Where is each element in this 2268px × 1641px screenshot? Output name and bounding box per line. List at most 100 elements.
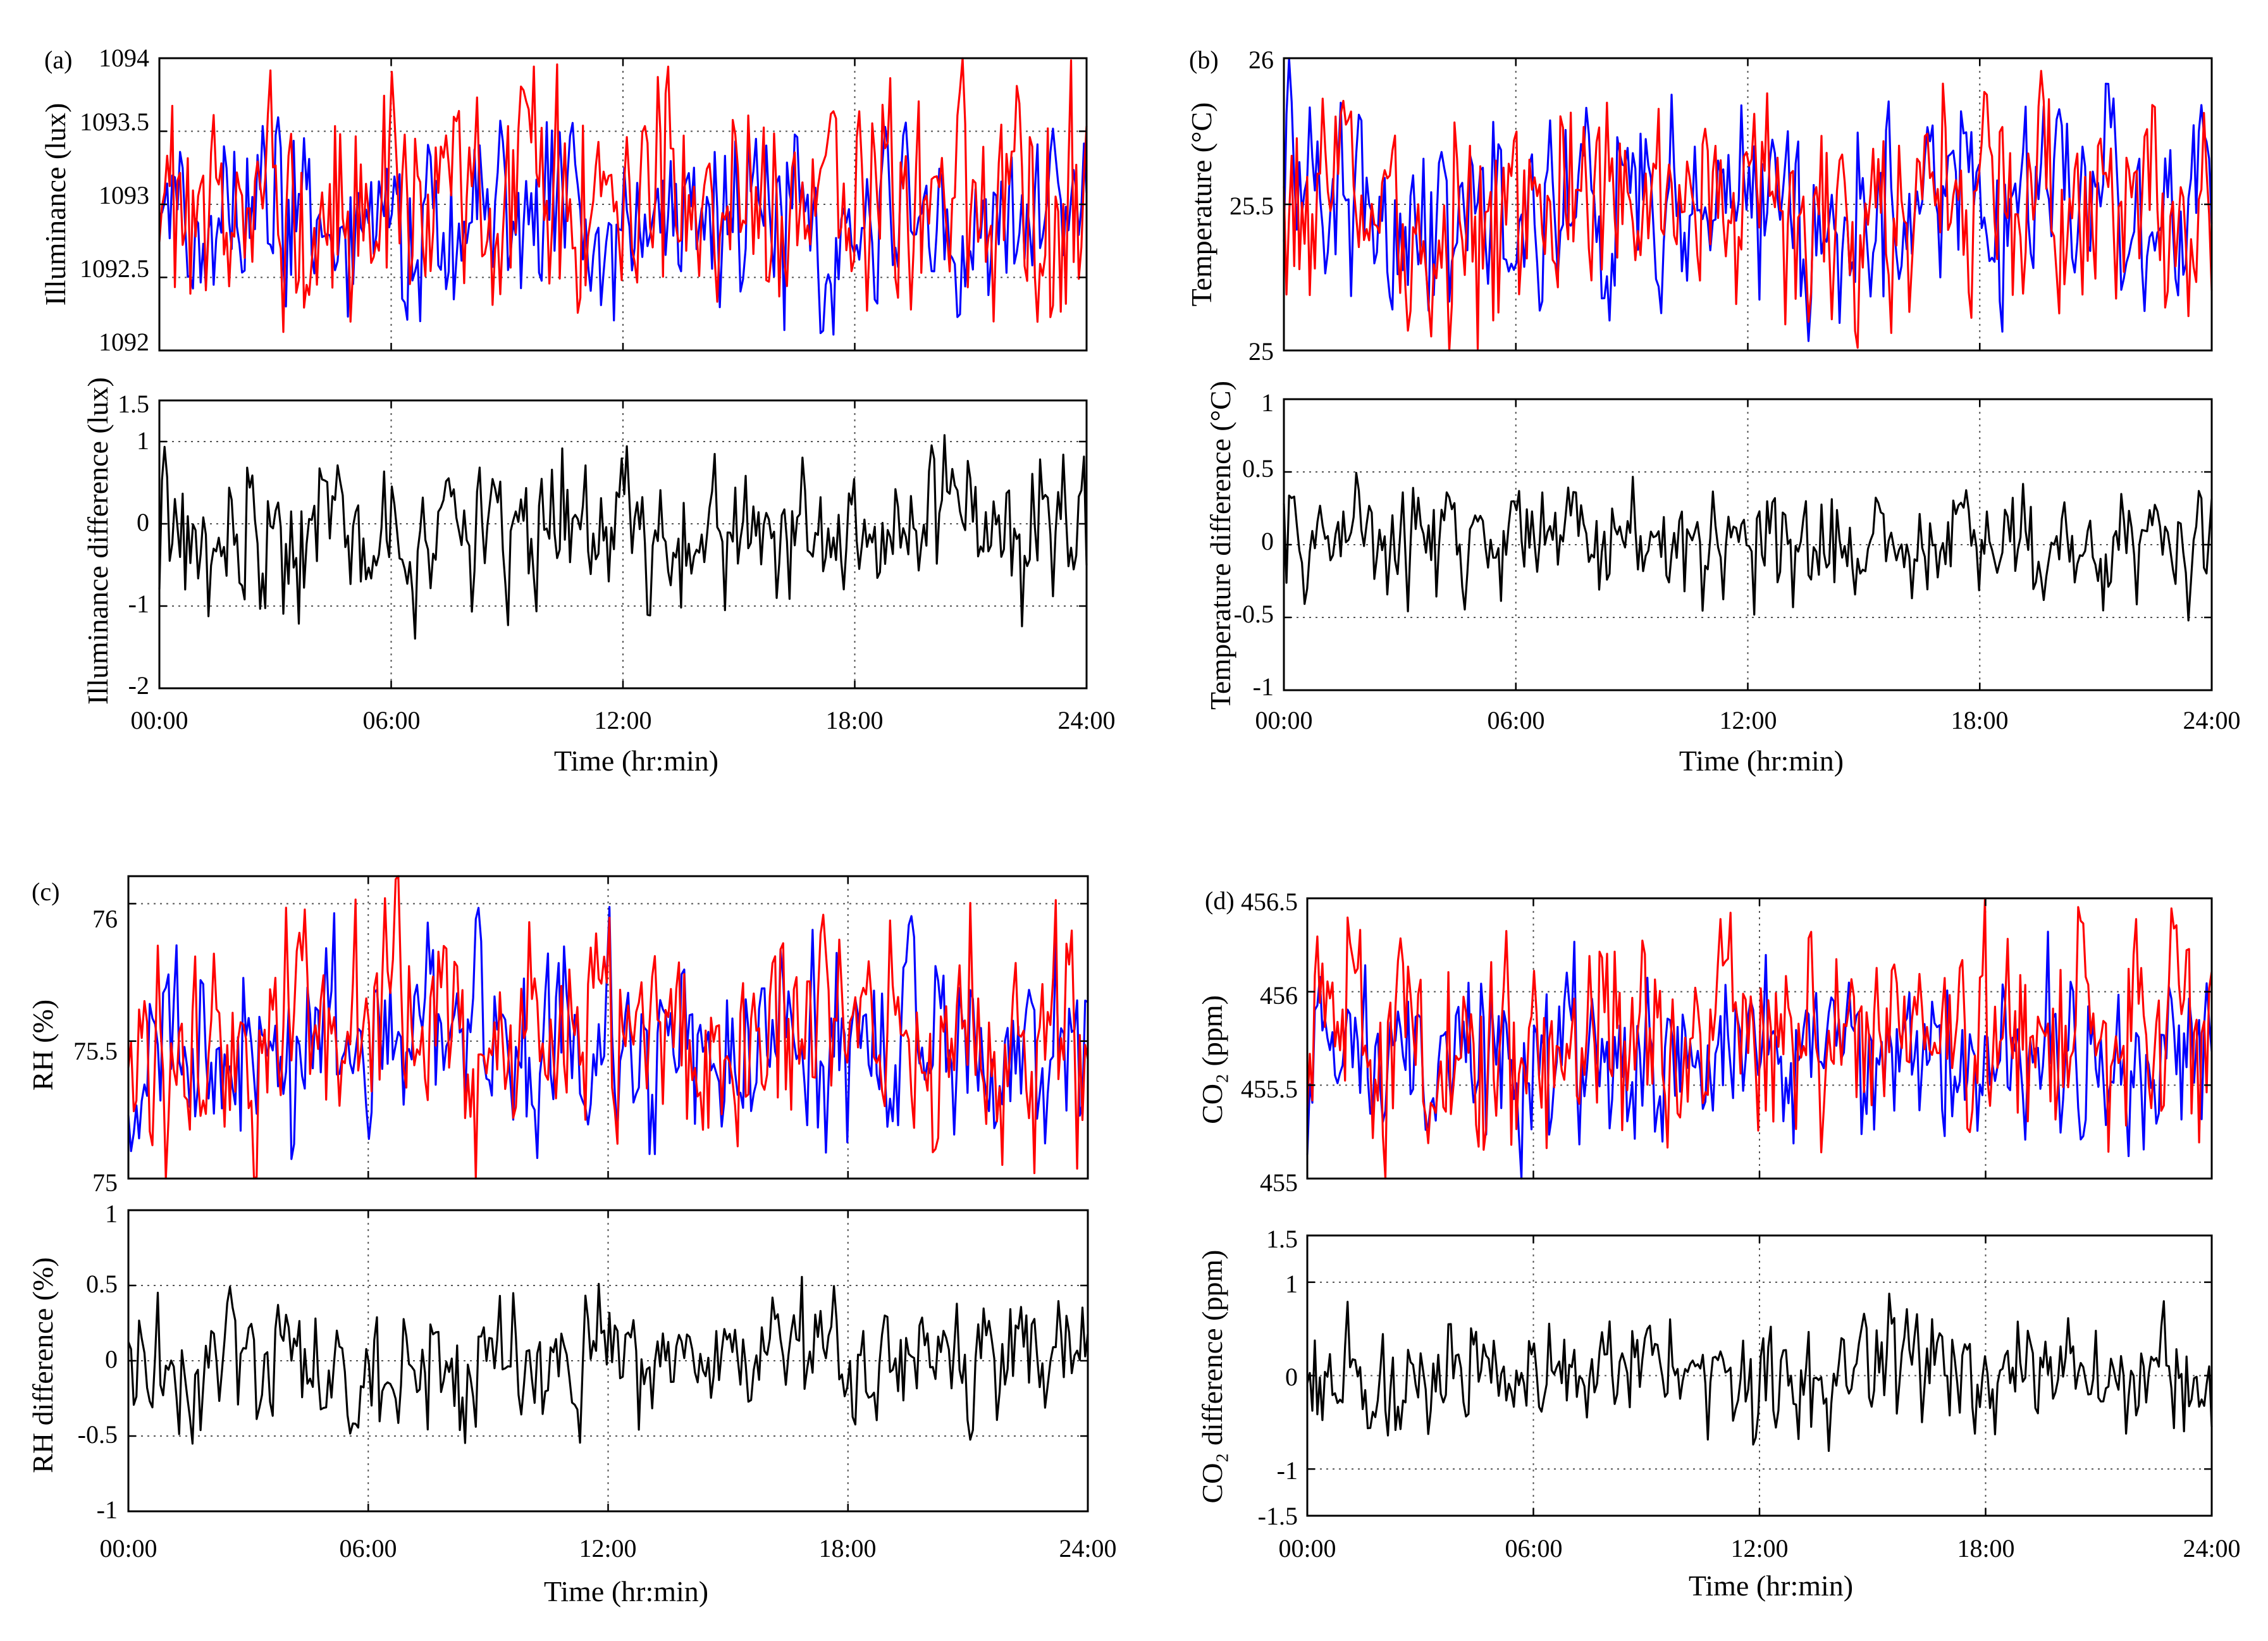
x-tick-label: 18:00	[1951, 706, 2008, 734]
x-tick-label: 00:00	[1278, 1534, 1336, 1563]
axes-frame	[1306, 897, 2213, 1180]
y-tick-label: -0.5	[1234, 600, 1274, 628]
panel-label: (a)	[44, 46, 72, 74]
x-tick-label: 06:00	[339, 1534, 397, 1563]
x-tick-label: 24:00	[1059, 1534, 1116, 1563]
bottom-ylabel: RH difference (%)	[27, 1257, 59, 1473]
x-tick-label: 12:00	[579, 1534, 636, 1563]
y-tick-label: 1094	[99, 44, 149, 72]
series-line-red	[1283, 70, 2213, 352]
x-tick-label: 12:00	[1730, 1534, 1788, 1563]
top-plot-area	[1306, 897, 2213, 1180]
y-tick-label: 1.5	[1266, 1225, 1298, 1253]
y-tick-label: 455	[1260, 1168, 1298, 1197]
y-tick-label: 26	[1248, 46, 1274, 74]
top-ylabel: RH (%)	[27, 1000, 59, 1091]
axes-frame	[158, 399, 1088, 690]
bottom-ylabel: Temperature difference (°C)	[1204, 381, 1236, 710]
series-line-difference	[158, 434, 1088, 640]
x-tick-label: 00:00	[130, 706, 188, 734]
panel-d-bottom-axes: CO₂ difference (ppm) -1.5 -1 0 1 1.5 00:…	[1196, 1225, 2241, 1602]
y-tick-label: 0	[1285, 1363, 1298, 1391]
x-tick-label: 06:00	[1505, 1534, 1562, 1563]
series-line-red	[1306, 897, 2213, 1180]
x-tick-label: 18:00	[1957, 1534, 2014, 1563]
axes-frame	[127, 1209, 1089, 1513]
panel-label: (c)	[32, 877, 59, 906]
series-line-blue	[1283, 57, 2213, 342]
y-tick-label: 456	[1260, 981, 1298, 1010]
y-tick-label: 0	[105, 1345, 118, 1373]
y-tick-label: 1	[105, 1199, 118, 1228]
bottom-plot-area	[1306, 1234, 2213, 1517]
y-tick-label: 1093	[99, 181, 149, 209]
top-ylabel: Temperature (°C)	[1185, 102, 1217, 307]
x-tick-label: 06:00	[362, 706, 420, 734]
y-tick-label: 1093.5	[80, 108, 149, 136]
y-tick-label: -1	[1253, 672, 1274, 701]
y-tick-label: 25	[1248, 337, 1274, 366]
y-tick-label: -1	[97, 1495, 118, 1524]
y-tick-label: 76	[92, 905, 118, 933]
y-tick-label: 0.5	[1242, 454, 1274, 483]
y-tick-label: -1.5	[1258, 1502, 1298, 1530]
y-tick-label: 1.5	[118, 390, 149, 418]
panel-d-top-axes: CO₂ (ppm) 455 455.5 456 456.5	[1196, 888, 1298, 1197]
y-tick-label: 1	[137, 426, 149, 455]
y-tick-label: -0.5	[78, 1420, 118, 1449]
y-tick-label: 75.5	[73, 1037, 118, 1065]
panel-b-top-axes: Temperature (°C) 25 25.5 26	[1185, 46, 1274, 366]
y-tick-label: 1092	[99, 328, 149, 356]
y-tick-label: 0	[137, 508, 149, 536]
y-tick-label: 0	[1261, 527, 1274, 555]
bottom-ylabel: CO₂ difference (ppm)	[1196, 1250, 1228, 1504]
bottom-ylabel: Illuminance difference (lux)	[82, 377, 114, 705]
top-plot-area	[127, 875, 1089, 1180]
y-tick-label: 0.5	[86, 1270, 118, 1298]
panel-a-bottom-axes: Illuminance difference (lux) -2 -1 0 1 1…	[82, 377, 1116, 777]
panel-d: (d) CO₂ (ppm) 455 455.5 456 456.5 CO₂ di…	[1196, 886, 2241, 1602]
panel-b: (b) Temperature (°C) 25 25.5 26 Temperat…	[1185, 46, 2241, 777]
y-tick-label: 455.5	[1241, 1075, 1298, 1103]
xlabel: Time (hr:min)	[554, 745, 718, 777]
panel-c: (c) RH (%) 75 75.5 76 RH difference (%) …	[27, 877, 1117, 1607]
x-tick-label: 00:00	[99, 1534, 157, 1563]
y-tick-label: 1	[1261, 388, 1274, 417]
axes-frame	[158, 57, 1088, 352]
bottom-plot-area	[1283, 398, 2213, 691]
series-line-difference	[1283, 471, 2213, 622]
panel-label: (d)	[1205, 886, 1235, 915]
bottom-plot-area	[158, 399, 1088, 690]
y-tick-label: -1	[1277, 1456, 1298, 1485]
panel-c-top-axes: RH (%) 75 75.5 76	[27, 905, 118, 1197]
top-plot-area	[1283, 57, 2213, 352]
top-ylabel: Illuminance (lux)	[39, 103, 71, 306]
y-tick-label: 456.5	[1241, 888, 1298, 916]
panel-c-bottom-axes: RH difference (%) -1 -0.5 0 0.5 1 00:00 …	[27, 1199, 1117, 1607]
xlabel: Time (hr:min)	[1679, 745, 1844, 777]
xlabel: Time (hr:min)	[1689, 1570, 1853, 1602]
x-tick-label: 12:00	[1719, 706, 1777, 734]
panel-b-bottom-axes: Temperature difference (°C) -1 -0.5 0 0.…	[1204, 381, 2241, 777]
y-tick-label: 1092.5	[80, 254, 149, 283]
y-tick-label: -1	[128, 590, 149, 618]
x-tick-label: 18:00	[818, 1534, 876, 1563]
panel-a-top-axes: Illuminance (lux) 1092 1092.5 1093 1093.…	[39, 44, 149, 356]
bottom-plot-area	[127, 1209, 1089, 1513]
y-tick-label: -2	[128, 671, 149, 700]
axes-frame	[1283, 398, 2213, 691]
top-ylabel: CO₂ (ppm)	[1196, 995, 1228, 1124]
y-tick-label: 1	[1285, 1270, 1298, 1298]
x-tick-label: 24:00	[2183, 706, 2240, 734]
x-tick-label: 24:00	[1057, 706, 1115, 734]
x-tick-label: 24:00	[2183, 1534, 2240, 1563]
x-tick-label: 12:00	[594, 706, 651, 734]
series-line-difference	[1306, 1292, 2213, 1452]
axes-frame	[127, 875, 1089, 1180]
x-tick-label: 18:00	[825, 706, 883, 734]
xlabel: Time (hr:min)	[544, 1575, 708, 1607]
axes-frame	[1283, 57, 2213, 352]
top-plot-area	[158, 57, 1088, 352]
